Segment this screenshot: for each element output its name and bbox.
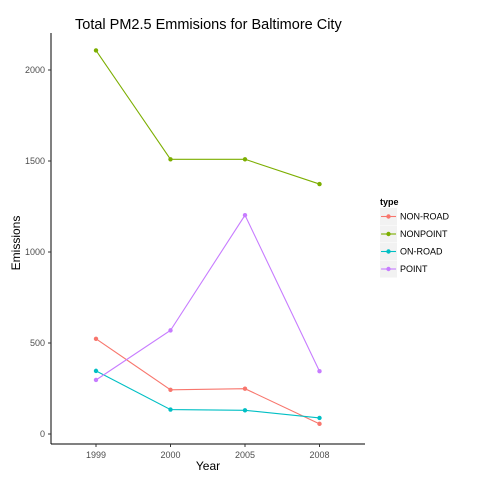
y-tick-label: 1500 <box>25 156 45 166</box>
y-tick-label: 0 <box>40 429 45 439</box>
legend: type NON-ROAD NONPOINT ON-ROAD POINT <box>380 197 449 278</box>
y-tick-label: 500 <box>30 338 45 348</box>
data-point-nonpoint <box>168 157 173 162</box>
series-layer <box>93 48 322 427</box>
legend-label: ON-ROAD <box>400 247 443 257</box>
series-on-road <box>93 368 322 421</box>
y-tick-label: 1000 <box>25 247 45 257</box>
data-point-non-road <box>93 336 99 342</box>
y-axis-title: Emissions <box>9 216 23 271</box>
legend-key-point <box>386 266 391 272</box>
y-tick-label: 2000 <box>25 65 45 75</box>
series-line-point <box>95 214 320 381</box>
data-point-on-road <box>168 407 173 412</box>
x-tick-label: 1999 <box>86 450 106 460</box>
legend-item-point: POINT <box>380 260 428 278</box>
legend-key-point <box>386 231 391 237</box>
data-point-nonpoint <box>317 181 322 187</box>
series-line-on-road <box>95 370 320 419</box>
data-point-on-road <box>317 415 322 421</box>
series-line-nonpoint <box>95 50 320 185</box>
x-tick-label: 2000 <box>160 450 180 460</box>
x-tick-label: 2008 <box>309 450 329 460</box>
data-point-on-road <box>93 368 99 374</box>
series-non-road <box>93 336 322 427</box>
legend-label: NONPOINT <box>400 229 448 239</box>
data-point-point <box>242 212 248 218</box>
x-axis-title: Year <box>196 459 220 473</box>
series-nonpoint <box>93 48 322 187</box>
data-point-point <box>168 328 173 333</box>
legend-title: type <box>380 197 399 207</box>
series-line-non-road <box>95 338 320 425</box>
x-tick-label: 2005 <box>235 450 255 460</box>
data-point-nonpoint <box>242 157 248 162</box>
data-point-non-road <box>242 386 248 391</box>
data-point-non-road <box>168 387 173 393</box>
data-point-point <box>93 377 99 383</box>
legend-label: POINT <box>400 264 428 274</box>
legend-item-non-road: NON-ROAD <box>380 208 449 225</box>
legend-item-on-road: ON-ROAD <box>380 243 443 260</box>
legend-key-point <box>386 214 391 219</box>
legend-label: NON-ROAD <box>400 212 449 222</box>
data-point-on-road <box>242 408 248 413</box>
legend-item-nonpoint: NONPOINT <box>380 225 448 243</box>
data-point-non-road <box>317 421 322 427</box>
legend-key-point <box>386 249 391 254</box>
data-point-nonpoint <box>93 48 99 53</box>
data-point-point <box>317 369 322 374</box>
series-point <box>93 212 322 383</box>
chart-title: Total PM2.5 Emmisions for Baltimore City <box>75 17 342 33</box>
axes: 0 500 1000 1500 2000 1999 2000 2005 2008 <box>25 33 365 460</box>
